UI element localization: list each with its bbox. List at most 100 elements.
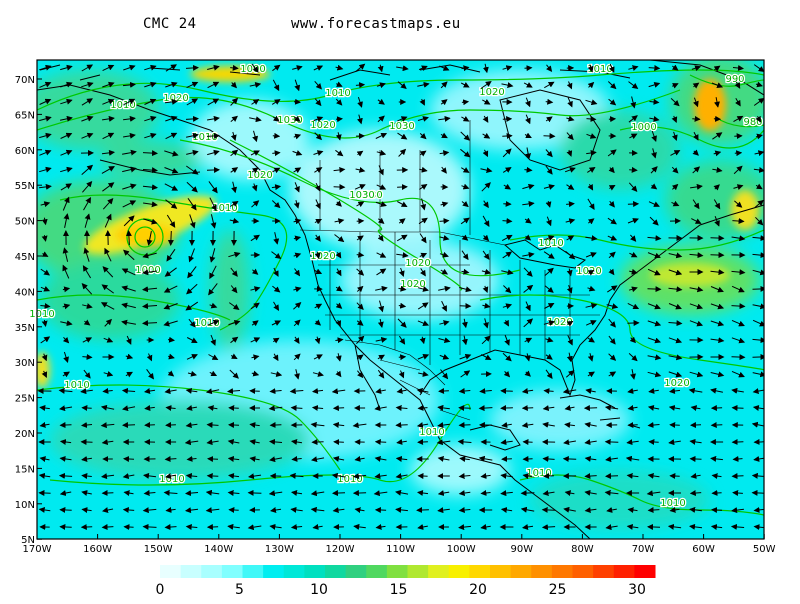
colorbar-swatch: [408, 565, 429, 578]
wind-arrow: [606, 476, 618, 477]
isobar-label: 1010: [419, 427, 444, 438]
lat-label: 35N: [15, 323, 35, 334]
wind-arrow: [208, 459, 218, 460]
wind-arrow: [333, 493, 345, 494]
isobar-label: 1010: [325, 88, 350, 99]
isobar-label: 1010: [29, 309, 54, 320]
wind-arrow: [733, 408, 744, 409]
lon-label: 170W: [23, 544, 52, 555]
wind-arrow: [312, 442, 323, 443]
colorbar-label: 15: [390, 582, 408, 598]
colorbar-swatch: [511, 565, 532, 578]
isobar-label: 980: [743, 117, 762, 128]
wind-arrow: [273, 136, 279, 137]
colorbar-label: 25: [549, 582, 567, 598]
wind-arrow: [712, 425, 723, 426]
wind-arrow: [501, 408, 513, 409]
wind-arrow: [564, 459, 576, 460]
colorbar-swatch: [263, 565, 284, 578]
wind-arrow: [649, 442, 658, 443]
wind-arrow: [522, 493, 535, 494]
wind-arrow: [733, 476, 744, 477]
wind-arrow: [543, 510, 556, 511]
colorbar-swatch: [428, 565, 449, 578]
colorbar-swatch: [449, 565, 470, 578]
wind-arrow: [735, 153, 741, 154]
lat-label: 65N: [15, 110, 35, 121]
lon-label: 80W: [571, 544, 594, 555]
colorbar-label: 30: [628, 582, 646, 598]
colorbar-swatch: [387, 565, 408, 578]
colorbar-swatch: [222, 565, 243, 578]
lon-label: 120W: [326, 544, 355, 555]
isobar-label: 1010: [526, 468, 551, 479]
wind-arrow: [417, 510, 429, 511]
isobar-label: 1020: [664, 378, 689, 389]
wind-arrow: [648, 289, 661, 290]
colorbar-swatch: [531, 565, 552, 578]
isobar-label: 1000: [135, 265, 160, 276]
lon-label: 160W: [83, 544, 112, 555]
isobar-label: 1030: [389, 121, 414, 132]
wind-arrow: [691, 459, 702, 460]
colorbar-label: 0: [156, 582, 165, 598]
isobar-label: 1020: [310, 251, 335, 262]
wind-arrow: [629, 170, 637, 171]
lat-label: 50N: [15, 217, 35, 228]
wind-arrow: [166, 425, 176, 426]
isobar-label: 1020: [405, 258, 430, 269]
wind-arrow: [171, 231, 172, 245]
wind-arrow: [692, 119, 699, 120]
lon-label: 150W: [144, 544, 173, 555]
colorbar-swatch: [593, 565, 614, 578]
wind-arrow: [712, 510, 722, 511]
colorbar-label: 10: [310, 582, 328, 598]
isobar-label: 1010: [64, 380, 89, 391]
wind-arrow: [124, 459, 134, 460]
lat-label: 70N: [15, 75, 35, 86]
lat-label: 55N: [15, 181, 35, 192]
wind-arrow: [124, 527, 133, 528]
wind-arrow: [711, 238, 724, 239]
lon-label: 60W: [692, 544, 715, 555]
isobar-label: 1020: [310, 120, 335, 131]
isobar-label: 990: [725, 74, 744, 85]
isobar-label: 1010: [110, 100, 135, 111]
wind-arrow: [60, 510, 71, 511]
wind-arrow: [376, 442, 386, 443]
lat-label: 45N: [15, 252, 35, 263]
lat-label: 25N: [15, 394, 35, 405]
lon-label: 70W: [632, 544, 655, 555]
wind-arrow: [336, 119, 342, 120]
wind-arrow: [294, 102, 300, 103]
colorbar-swatch: [366, 565, 387, 578]
isobar-label: 1010: [538, 238, 563, 249]
wind-arrow: [544, 136, 555, 137]
lon-label: 50W: [753, 544, 776, 555]
colorbar-swatch: [573, 565, 594, 578]
colorbar-swatch: [490, 565, 511, 578]
lat-label: 10N: [15, 500, 35, 511]
lon-label: 140W: [204, 544, 233, 555]
wind-arrow: [459, 408, 471, 409]
colorbar-swatch: [160, 565, 181, 578]
isobar-label: 1010: [660, 498, 685, 509]
lon-label: 110W: [386, 544, 415, 555]
wind-arrow: [399, 357, 405, 358]
isobar-label: 1010: [192, 132, 217, 143]
isobar-label: 1000: [631, 122, 656, 133]
lat-label: 20N: [15, 429, 35, 440]
wind-arrow: [82, 408, 91, 409]
wind-arrow: [606, 442, 619, 443]
isobar-label: 1020: [479, 87, 504, 98]
colorbar-swatch: [243, 565, 264, 578]
wind-arrow: [60, 527, 71, 528]
lat-label: 30N: [15, 358, 35, 369]
lon-label: 130W: [265, 544, 294, 555]
wind-arrow: [732, 357, 745, 358]
colorbar-swatch: [181, 565, 202, 578]
wind-arrow: [502, 136, 511, 137]
